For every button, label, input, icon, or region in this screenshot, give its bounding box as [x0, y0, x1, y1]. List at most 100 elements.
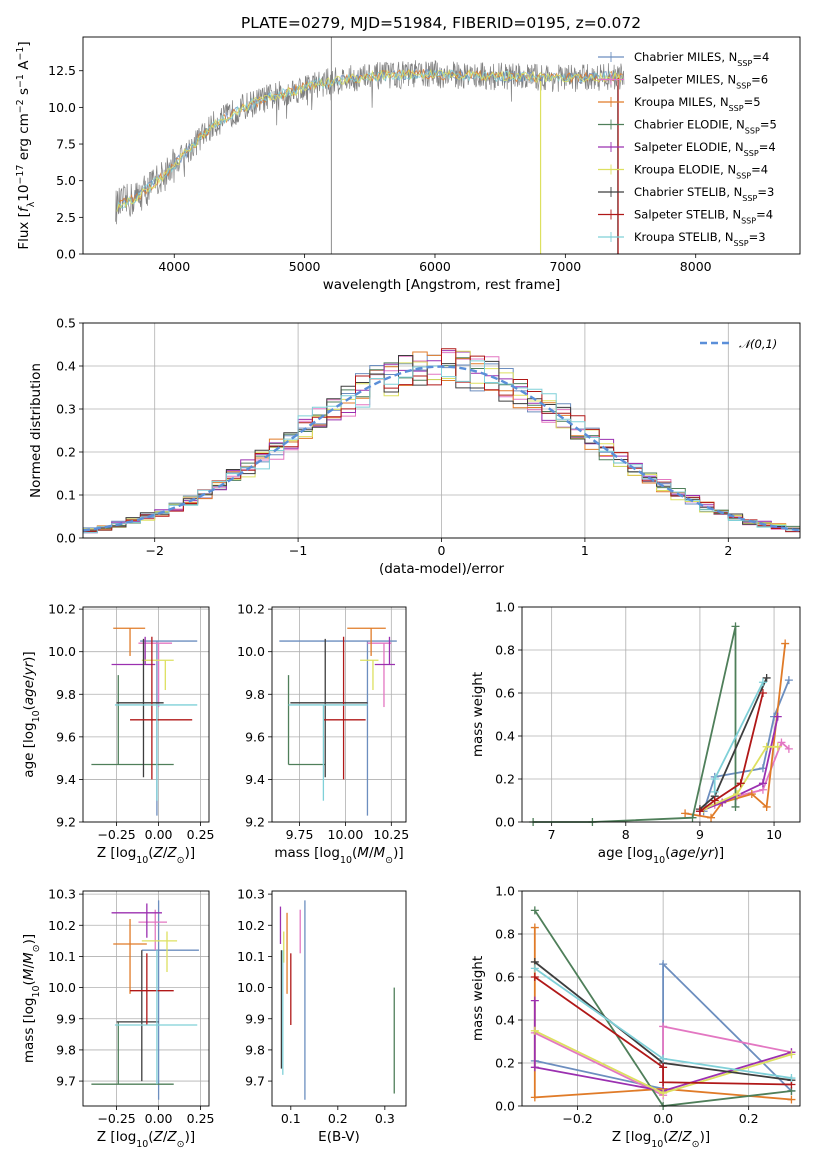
legend-label: Salpeter MILES, NSSP=6 — [634, 73, 768, 91]
x-tick-label: 0.00 — [145, 1111, 173, 1126]
weight-marker — [710, 796, 719, 805]
y-tick-label: 9.7 — [245, 1074, 265, 1089]
y-tick-label: 0.0 — [495, 815, 515, 830]
errorbar-point — [141, 931, 178, 973]
plots-layer: 4000 5000 6000 7000 80000.02.55.07.510.012.5… — [15, 36, 801, 1150]
normal-reference-curve — [82, 365, 801, 532]
x-tick-label: −0.25 — [97, 1111, 135, 1126]
weight-marker — [530, 973, 539, 981]
axes-frame — [82, 36, 801, 255]
axes-age-vs-mass: 9.75 10.00 10.25 9.2 9.4 9.6 9.8 10.0 10.2 mass [… — [237, 602, 409, 866]
x-tick-label: 1 — [581, 543, 589, 558]
errorbar-point — [116, 950, 159, 1082]
y-tick-label: 9.8 — [56, 1042, 76, 1057]
errorbar-point — [347, 627, 386, 656]
axes-mass-weight-vs-Z: −0.2 0.0 0.2 0.0 0.2 0.4 0.6 0.8 1.0 Z [log10(Z/Z… — [470, 884, 801, 1150]
y-tick-label: 10.0 — [237, 644, 265, 659]
weight-marker — [681, 809, 690, 818]
y-tick-label: 10.1 — [237, 949, 265, 964]
weight-marker — [659, 1022, 668, 1031]
weight-marker — [787, 1095, 796, 1104]
axes-residuals: −2 −1 0 1 2 0.0 0.1 0.2 0.3 0.4 0.5 (data-model)/er… — [28, 316, 801, 577]
axes-frame — [521, 606, 801, 823]
y-tick-label: 9.7 — [56, 1074, 76, 1089]
y-tick-label: 0.6 — [495, 970, 515, 985]
errorbar-point — [91, 675, 174, 766]
weight-marker — [530, 923, 539, 932]
errorbar-point — [138, 909, 167, 951]
weight-line — [699, 692, 764, 813]
weight-marker — [731, 622, 740, 631]
y-tick-label: 0.5 — [56, 316, 76, 331]
y-tick-label: 9.9 — [245, 1011, 265, 1026]
y-tick-label: 0.4 — [56, 359, 76, 374]
weight-marker — [762, 673, 771, 682]
errorbar-point — [114, 950, 198, 1085]
y-tick-label: 9.6 — [245, 729, 265, 744]
x-axis-label: wavelength [Angstrom, rest frame] — [323, 277, 561, 293]
x-axis-label: mass [log10(M/M⊙)] — [274, 845, 403, 866]
weight-marker — [777, 738, 786, 747]
weight-marker — [758, 689, 767, 697]
weight-marker — [762, 802, 771, 811]
y-tick-label: 9.9 — [56, 1011, 76, 1026]
residual-histogram — [83, 360, 800, 534]
weight-marker — [530, 1063, 539, 1072]
x-axis-label: Z [log10(Z/Z⊙)] — [97, 845, 195, 866]
plot-area — [522, 607, 800, 822]
weight-marker — [530, 996, 539, 1005]
axes-frame — [521, 890, 801, 1107]
weight-marker — [731, 802, 740, 811]
y-axis-label: mass weight — [470, 956, 486, 1041]
errorbar-point — [91, 1021, 174, 1085]
errorbar-point — [113, 627, 146, 656]
weight-line — [699, 716, 779, 813]
x-tick-label: −0.2 — [562, 1111, 592, 1126]
errorbar-point — [114, 704, 198, 801]
y-tick-label: 9.4 — [56, 772, 76, 787]
x-axis-label: Z [log10(Z/Z⊙)] — [612, 1129, 710, 1150]
x-tick-label: 8000 — [680, 259, 712, 274]
model-spectrum-line — [116, 69, 623, 212]
y-tick-label: 0.1 — [56, 488, 76, 503]
errorbar-point — [374, 636, 395, 666]
weight-marker — [787, 1074, 796, 1083]
legend-label: Salpeter STELIB, NSSP=4 — [634, 208, 773, 226]
x-tick-label: 0.1 — [281, 1111, 301, 1126]
y-tick-label: 10.2 — [48, 918, 76, 933]
legend-label: Salpeter ELODIE, NSSP=4 — [634, 140, 776, 158]
errorbar-point — [290, 638, 368, 778]
weight-marker — [530, 1093, 539, 1102]
x-tick-label: 0 — [438, 543, 446, 558]
y-tick-label: 0.2 — [495, 1056, 515, 1071]
weight-series — [710, 678, 767, 796]
errorbar-point — [111, 903, 162, 938]
weight-series — [530, 973, 796, 1089]
x-tick-label: 10.25 — [373, 827, 409, 842]
x-tick-label: −0.25 — [97, 827, 135, 842]
spectrum-legend: Chabrier MILES, NSSP=4 Salpeter MILES, NS… — [598, 50, 777, 248]
y-tick-label: 1.0 — [495, 884, 515, 899]
weight-series — [681, 639, 790, 822]
weight-marker — [781, 639, 790, 648]
x-axis-label: E(B-V) — [318, 1129, 360, 1145]
y-tick-label: 7.5 — [56, 137, 76, 152]
y-tick-label: 9.8 — [56, 687, 76, 702]
legend-label: Kroupa ELODIE, NSSP=4 — [634, 163, 768, 181]
y-tick-label: 10.2 — [237, 918, 265, 933]
y-axis-label: age [log10(age/yr)] — [21, 651, 42, 777]
x-tick-label: 8 — [622, 827, 630, 842]
plot-area — [522, 891, 800, 1106]
x-tick-label: 7 — [548, 827, 556, 842]
figure-title: PLATE=0279, MJD=51984, FIBERID=0195, z=0… — [241, 14, 641, 32]
y-tick-label: 9.8 — [245, 687, 265, 702]
errorbar-point — [130, 636, 193, 780]
y-tick-label: 10.0 — [48, 980, 76, 995]
weight-marker — [659, 960, 668, 969]
y-tick-label: 0.2 — [495, 772, 515, 787]
weight-marker — [732, 790, 741, 799]
x-axis-label: (data-model)/error — [379, 561, 505, 577]
y-axis-label: mass weight — [470, 672, 486, 757]
weight-marker — [773, 742, 782, 751]
